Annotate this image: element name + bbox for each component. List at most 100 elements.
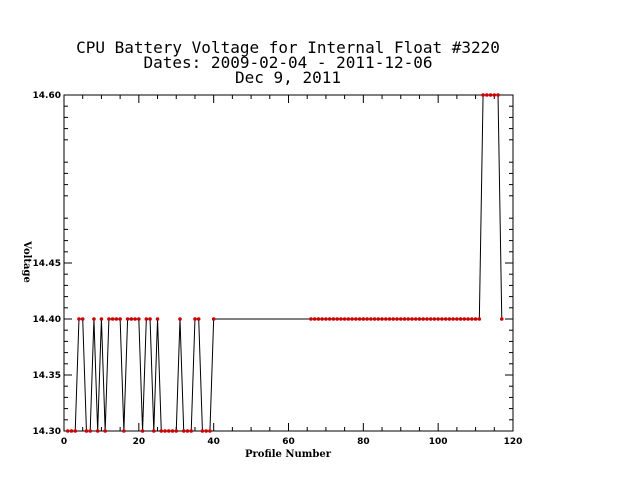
chart-title-line-2: Dates: 2009-02-04 - 2011-12-06 (144, 53, 433, 72)
data-point (88, 429, 92, 433)
data-point (361, 317, 366, 321)
data-point (421, 317, 426, 321)
data-point (122, 429, 126, 433)
data-point (200, 429, 205, 433)
data-point (73, 429, 78, 433)
data-point (458, 317, 463, 321)
series-line (67, 94, 503, 432)
x-tick-label: 120 (504, 437, 523, 447)
data-point (342, 317, 347, 321)
data-point (369, 317, 373, 321)
data-point (324, 317, 328, 321)
data-point (417, 317, 422, 321)
data-point (181, 429, 186, 433)
data-point (211, 317, 216, 321)
data-point (69, 429, 74, 433)
data-markers (65, 93, 504, 433)
data-point (316, 317, 321, 321)
data-point (137, 317, 141, 321)
data-point (428, 317, 433, 321)
data-point (391, 317, 396, 321)
data-point (432, 317, 437, 321)
x-tick-label: 20 (133, 437, 146, 447)
data-point (92, 317, 96, 321)
data-point (174, 429, 179, 433)
data-point (398, 317, 403, 321)
data-point (193, 317, 197, 321)
data-point (99, 317, 104, 321)
data-point (309, 317, 313, 321)
data-point (387, 317, 392, 321)
data-point (129, 317, 134, 321)
y-tick-label: 14.30 (33, 427, 61, 437)
x-tick-label: 60 (282, 437, 295, 447)
y-tick-label: 14.35 (33, 371, 61, 381)
data-point (114, 317, 119, 321)
data-point (327, 317, 332, 321)
data-point (335, 317, 339, 321)
y-tick-label: 14.60 (33, 91, 61, 101)
data-point (152, 429, 156, 433)
series-line-group (67, 94, 503, 432)
y-tick-label: 14.40 (33, 315, 61, 325)
data-point (406, 317, 411, 321)
x-tick-label: 0 (61, 437, 67, 447)
x-tick-label: 40 (207, 437, 220, 447)
data-point (155, 317, 160, 321)
data-point (496, 93, 500, 97)
data-point (107, 317, 111, 321)
data-point (110, 317, 115, 321)
data-point (477, 317, 482, 321)
data-point (455, 317, 459, 321)
data-point (466, 317, 470, 321)
data-point (440, 317, 444, 321)
data-point (204, 429, 208, 433)
data-point (462, 317, 467, 321)
data-point (103, 429, 107, 433)
chart-title-line-1: CPU Battery Voltage for Internal Float #… (76, 38, 500, 57)
x-tick-label: 100 (429, 437, 448, 447)
data-point (346, 317, 351, 321)
data-point (410, 317, 414, 321)
data-point (447, 317, 452, 321)
data-point (380, 317, 384, 321)
data-point (492, 93, 497, 97)
data-point (144, 317, 149, 321)
data-point (133, 317, 137, 321)
y-axis-label: Voltage (21, 240, 32, 283)
data-point (196, 317, 201, 321)
data-point (365, 317, 369, 321)
data-point (443, 317, 448, 321)
data-point (372, 317, 377, 321)
data-point (140, 429, 145, 433)
plot-frame (63, 94, 514, 432)
tick-labels: 0 20 40 60 80 100 120 14.30 14.35 14.40 14.45 14.60 (33, 91, 523, 447)
data-point (395, 317, 399, 321)
data-point (320, 317, 324, 321)
data-point (402, 317, 407, 321)
data-point (425, 317, 429, 321)
data-point (473, 317, 478, 321)
chart-title-line-3: Dec 9, 2011 (235, 68, 341, 87)
data-point (159, 429, 164, 433)
data-point (148, 317, 152, 321)
data-point (166, 429, 171, 433)
data-point (451, 317, 455, 321)
x-tick-label: 80 (357, 437, 370, 447)
data-point (499, 317, 504, 321)
data-point (163, 429, 167, 433)
data-point (339, 317, 343, 321)
axis-ticks (63, 94, 514, 432)
data-point (65, 429, 70, 433)
data-point (125, 317, 130, 321)
x-axis-label: Profile Number (245, 449, 332, 460)
data-point (413, 317, 418, 321)
data-point (95, 429, 100, 433)
data-point (189, 429, 194, 433)
data-point (354, 317, 358, 321)
data-point (77, 317, 81, 321)
data-point (331, 317, 336, 321)
data-point (312, 317, 317, 321)
data-point (80, 317, 85, 321)
